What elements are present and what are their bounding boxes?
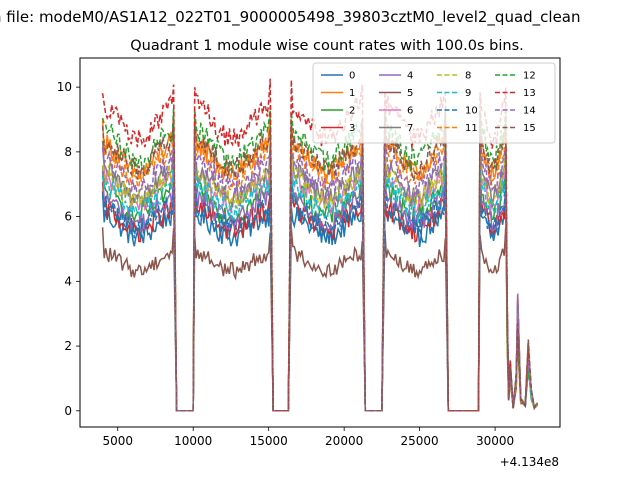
legend-label: 7 <box>407 123 413 134</box>
legend-label: 11 <box>465 123 478 134</box>
plot-frame <box>79 57 561 428</box>
legend-box <box>312 62 556 144</box>
legend-label: 8 <box>465 71 471 82</box>
series-line-14 <box>101 130 539 412</box>
series-line-6 <box>101 148 538 412</box>
legend-label: 3 <box>349 123 355 134</box>
legend-label: 9 <box>465 88 471 99</box>
legend-label: 0 <box>349 71 355 82</box>
series-line-10 <box>101 174 539 412</box>
x-tick-label: 10000 <box>174 434 212 448</box>
x-tick-label: 5000 <box>102 434 133 448</box>
x-offset-label: +4.134e8 <box>500 455 559 469</box>
series-line-11 <box>102 123 539 412</box>
y-tick-label: 6 <box>64 210 72 224</box>
legend-label: 6 <box>407 106 413 117</box>
legend-entry-3: 3 <box>321 123 355 134</box>
legend-entry-7: 7 <box>379 123 413 134</box>
legend-label: 2 <box>349 106 355 117</box>
series-line-7 <box>101 140 538 412</box>
legend-label: 1 <box>349 88 355 99</box>
legend-entry-1: 1 <box>321 88 355 99</box>
x-tick-label: 15000 <box>250 434 288 448</box>
series-line-9 <box>101 156 538 412</box>
legend-entry-2: 2 <box>321 106 355 117</box>
legend-entry-13: 13 <box>495 88 536 99</box>
y-tick-label: 2 <box>64 339 72 353</box>
legend-label: 15 <box>523 123 536 134</box>
legend-entry-4: 4 <box>379 71 413 82</box>
legend-entry-8: 8 <box>437 71 471 82</box>
legend-entry-6: 6 <box>379 106 413 117</box>
legend-label: 14 <box>523 106 536 117</box>
series-line-15 <box>101 109 538 412</box>
x-tick-label: 30000 <box>476 434 514 448</box>
y-axis: 0 2 4 6 8 10 <box>57 80 80 418</box>
legend-entry-11: 11 <box>437 123 478 134</box>
legend-entry-0: 0 <box>321 71 355 82</box>
legend-label: 12 <box>523 71 536 82</box>
legend-entry-9: 9 <box>437 88 471 99</box>
y-tick-label: 0 <box>64 404 72 418</box>
legend-entry-12: 12 <box>495 71 536 82</box>
x-axis: 5000 10000 15000 20000 25000 30000 <box>102 427 514 448</box>
x-tick-label: 20000 <box>325 434 363 448</box>
legend-entry-5: 5 <box>379 88 413 99</box>
legend-entry-10: 10 <box>437 106 478 117</box>
suptitle-text: n file: modeM0/AS1A12_022T01_9000005498_… <box>0 8 581 26</box>
chart-title: Quadrant 1 module wise count rates with … <box>130 38 524 54</box>
legend-label: 10 <box>465 106 478 117</box>
x-tick-label: 25000 <box>401 434 439 448</box>
series-layer <box>101 78 539 412</box>
legend-label: 5 <box>407 88 413 99</box>
series-line-5 <box>101 227 538 412</box>
legend-label: 4 <box>407 71 413 82</box>
figure-suptitle: n file: modeM0/AS1A12_022T01_9000005498_… <box>0 8 640 28</box>
legend-entry-14: 14 <box>495 106 536 117</box>
legend-entry-15: 15 <box>495 123 536 134</box>
y-tick-label: 4 <box>64 274 72 288</box>
series-line-1 <box>101 113 539 412</box>
series-line-3 <box>101 178 538 412</box>
y-tick-label: 10 <box>57 80 72 94</box>
legend-label: 13 <box>523 88 536 99</box>
y-tick-label: 8 <box>64 145 72 159</box>
